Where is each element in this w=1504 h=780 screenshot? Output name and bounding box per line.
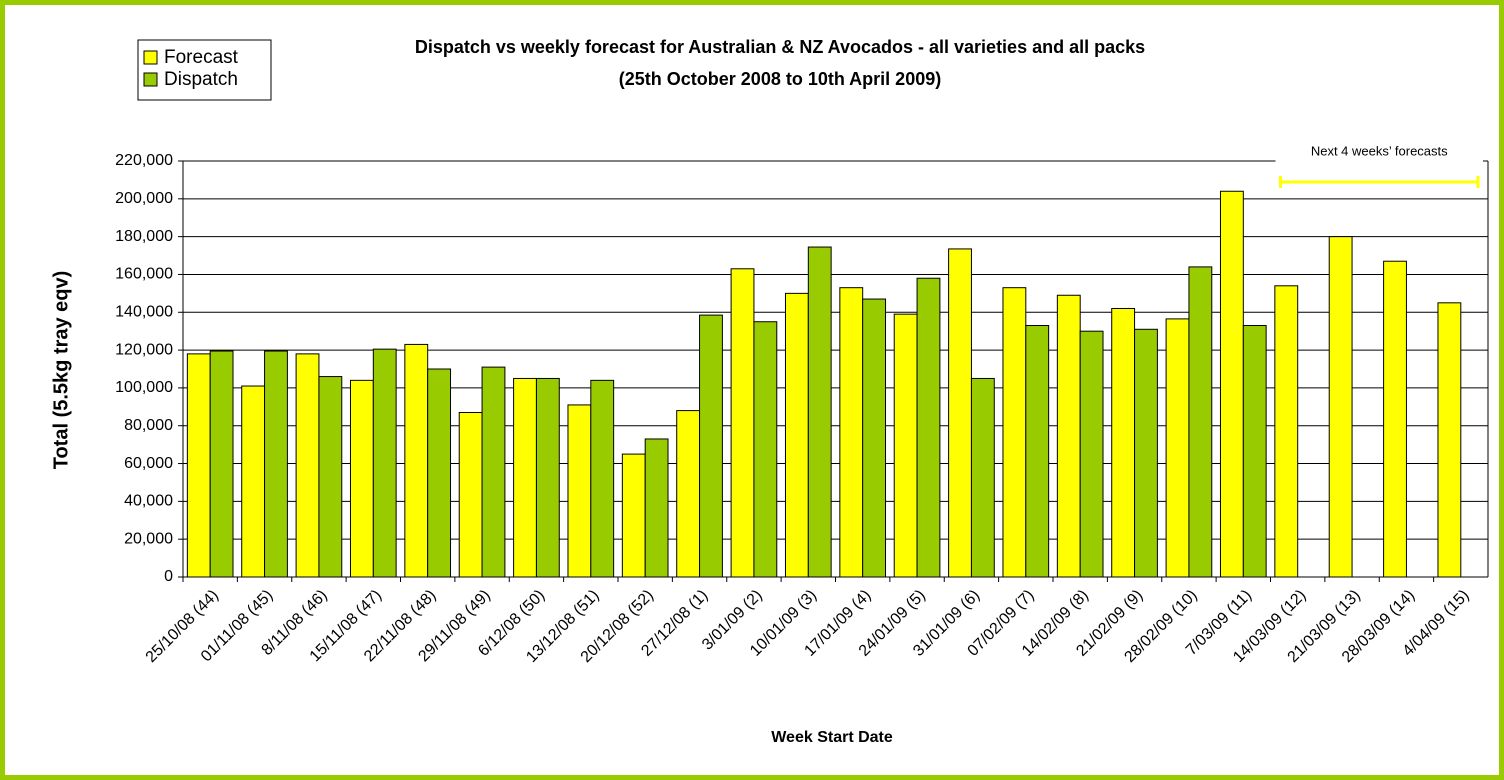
bar xyxy=(1025,325,1050,578)
legend-label: Forecast xyxy=(164,47,239,68)
bar xyxy=(209,350,234,578)
bar xyxy=(676,410,701,578)
bar xyxy=(1274,285,1299,578)
y-tick-label: 160,000 xyxy=(115,266,173,283)
bar xyxy=(862,298,887,578)
annotation-bg xyxy=(1275,141,1483,163)
y-tick-label: 200,000 xyxy=(115,190,173,207)
bar xyxy=(458,411,483,578)
bar xyxy=(1002,287,1027,578)
y-tick-label: 220,000 xyxy=(115,152,173,169)
legend-label: Dispatch xyxy=(164,69,238,90)
bar xyxy=(1188,266,1213,578)
bar xyxy=(948,248,972,578)
bar xyxy=(241,385,266,578)
bar xyxy=(970,377,995,578)
y-tick-label: 140,000 xyxy=(115,303,173,320)
y-tick-label: 120,000 xyxy=(115,341,173,358)
bar xyxy=(753,321,778,578)
bar xyxy=(839,287,864,578)
bar xyxy=(1437,302,1462,578)
y-axis-label: Total (5.5kg tray eqv) xyxy=(50,271,72,470)
bar xyxy=(535,377,560,578)
bar xyxy=(590,379,615,578)
bar xyxy=(1328,236,1353,578)
bar xyxy=(784,292,809,578)
bar xyxy=(699,314,723,578)
bar xyxy=(1079,330,1104,578)
bar xyxy=(349,379,374,578)
bar xyxy=(1165,318,1190,578)
bar xyxy=(295,353,320,578)
annotation: Next 4 weeks’ forecasts xyxy=(1311,143,1448,158)
bar xyxy=(807,246,832,578)
bar xyxy=(1111,307,1136,578)
bar xyxy=(427,368,452,578)
bar xyxy=(916,277,941,578)
bar xyxy=(264,350,288,578)
bar xyxy=(1383,260,1407,578)
y-tick-label: 40,000 xyxy=(124,493,173,510)
y-tick-label: 20,000 xyxy=(124,530,173,547)
legend-swatch xyxy=(143,50,158,65)
legend-box xyxy=(137,39,272,101)
chart-title: Dispatch vs weekly forecast for Australi… xyxy=(415,37,1145,57)
bar xyxy=(644,438,669,578)
bar xyxy=(1056,294,1081,578)
bar xyxy=(730,268,755,578)
y-tick-label: 80,000 xyxy=(124,417,173,434)
bar xyxy=(318,376,343,578)
bar xyxy=(893,313,918,578)
bar xyxy=(1219,190,1244,578)
y-tick-label: 180,000 xyxy=(115,228,173,245)
bar xyxy=(481,366,506,578)
bar xyxy=(1242,325,1267,578)
bar xyxy=(186,353,211,578)
x-axis-label: Week Start Date xyxy=(771,729,893,746)
y-tick-label: 0 xyxy=(164,568,173,585)
bar xyxy=(372,348,397,578)
y-tick-label: 60,000 xyxy=(124,455,173,472)
bar xyxy=(567,404,592,578)
bar xyxy=(621,453,646,578)
legend-swatch xyxy=(143,72,158,87)
bar xyxy=(1134,328,1158,578)
bar xyxy=(513,377,537,578)
chart-subtitle: (25th October 2008 to 10th April 2009) xyxy=(619,69,941,89)
y-tick-label: 100,000 xyxy=(115,379,173,396)
bar xyxy=(404,343,429,578)
